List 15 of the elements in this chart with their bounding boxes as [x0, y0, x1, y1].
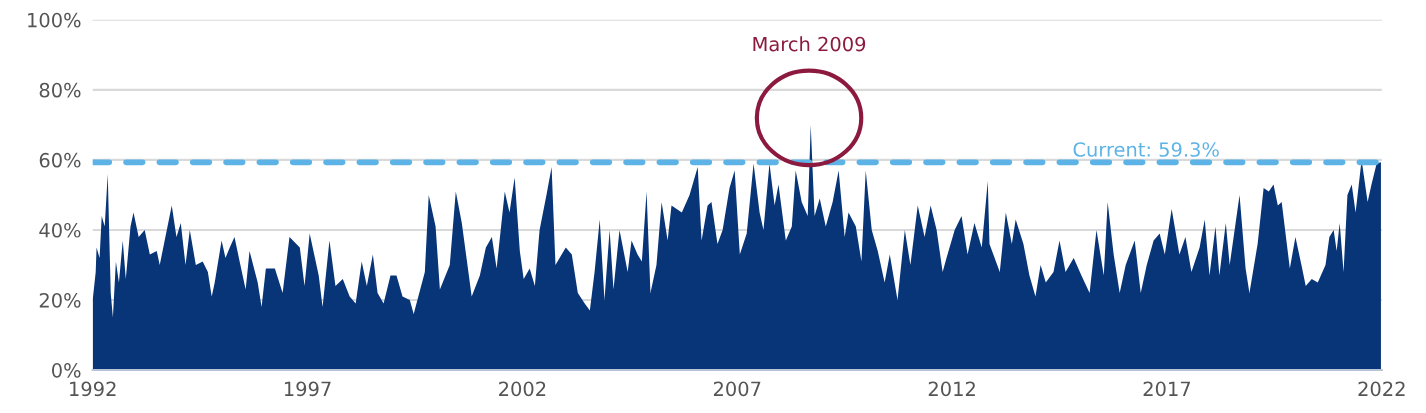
x-tick-label: 2017	[1143, 381, 1191, 397]
y-tick-label: 60%	[39, 152, 81, 168]
ref-line-label: Current: 59.3%	[1073, 142, 1219, 157]
x-tick-label: 1997	[284, 381, 331, 397]
x-tick-label: 2007	[713, 381, 761, 397]
y-tick-label: 40%	[39, 222, 81, 238]
x-tick-label: 2012	[928, 381, 975, 397]
x-tick-label: 2022	[1358, 381, 1405, 397]
annotation: March 2009	[753, 36, 866, 52]
y-tick-label: 80%	[39, 82, 81, 98]
y-tick-label: 0%	[52, 363, 81, 378]
x-tick-label: 1992	[70, 381, 116, 397]
y-tick-label: 100%	[28, 12, 81, 28]
x-tick-label: 2002	[499, 381, 546, 397]
y-tick-label: 20%	[39, 292, 81, 308]
